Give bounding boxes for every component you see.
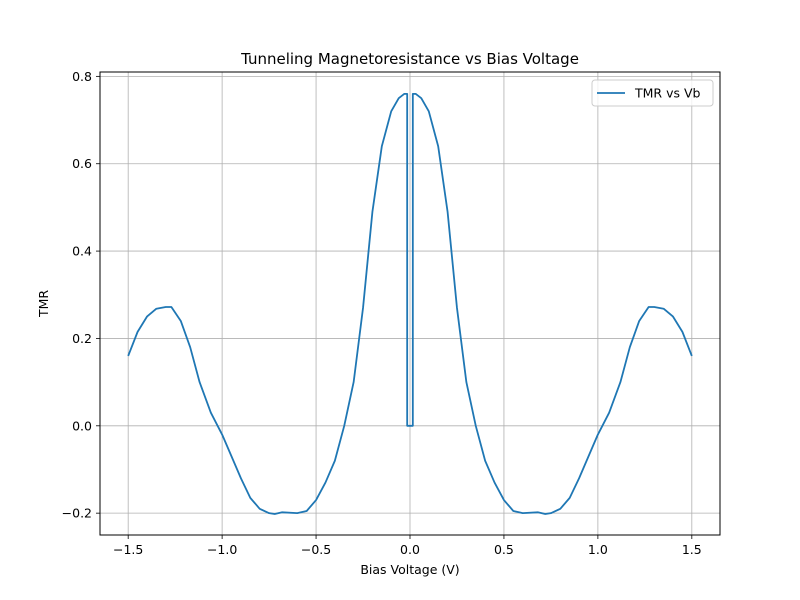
- series-layer: [127, 92, 693, 515]
- series-line-0: [127, 92, 693, 515]
- x-tick-label: −0.5: [301, 542, 331, 557]
- x-tick-label: 0.0: [400, 542, 420, 557]
- y-tick-label: 0.2: [72, 331, 92, 346]
- x-tick-label: −1.0: [207, 542, 237, 557]
- legend: TMR vs Vb: [591, 79, 714, 107]
- y-axis-label: TMR: [36, 290, 51, 318]
- x-tick-label: 0.5: [494, 542, 514, 557]
- y-tick-label: 0.6: [72, 156, 92, 171]
- grid: [100, 72, 720, 535]
- legend-label: TMR vs Vb: [634, 86, 701, 101]
- x-tick-label: 1.5: [682, 542, 702, 557]
- x-axis-label: Bias Voltage (V): [360, 562, 459, 577]
- x-tick-label: 1.0: [588, 542, 608, 557]
- chart-title: Tunneling Magnetoresistance vs Bias Volt…: [240, 50, 579, 68]
- y-tick-label: 0.0: [72, 418, 92, 433]
- y-tick-label: 0.8: [72, 69, 92, 84]
- x-tick-label: −1.5: [113, 542, 143, 557]
- ticks: −1.5 −1.0 −0.5 0.0 0.5 1.0 1.5 −0.2 0.0 0.2 0.4 0.6…: [62, 69, 702, 557]
- y-tick-label: −0.2: [62, 506, 92, 521]
- y-tick-label: 0.4: [72, 244, 92, 259]
- legend-box: [591, 79, 714, 107]
